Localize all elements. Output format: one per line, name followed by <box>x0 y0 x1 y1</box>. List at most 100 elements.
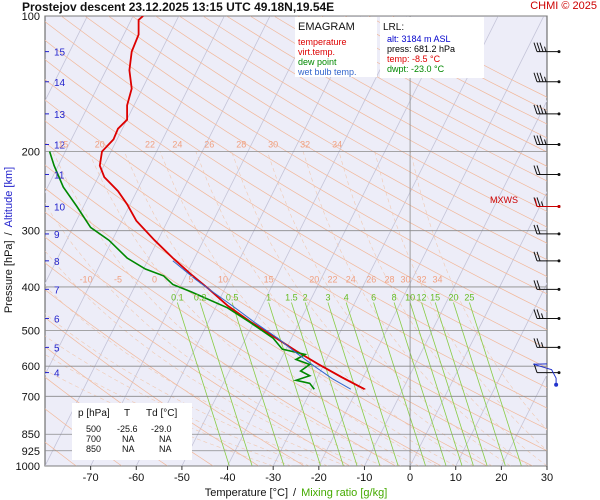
dry-adiabat-line <box>226 16 547 197</box>
dry-adiabat-line <box>60 16 547 312</box>
theta-label: -5 <box>114 274 122 284</box>
y-axis-label: Pressure [hPa]/Altitude [km] <box>3 167 15 313</box>
dry-adiabat-line <box>131 16 547 261</box>
isotherm-line <box>593 16 600 466</box>
wind-barb-dot <box>557 316 561 320</box>
theta-label: 26 <box>366 274 376 284</box>
wind-barb-flag <box>533 135 538 145</box>
mixing-ratio-line <box>393 302 447 466</box>
mixing-ratio-label: 8 <box>392 292 397 302</box>
theta-label: 32 <box>416 274 426 284</box>
moist-adiabat-line <box>410 151 547 431</box>
wind-barb-flag <box>539 135 544 145</box>
legend-heading: EMAGRAM <box>298 21 355 33</box>
dry-adiabat-line <box>45 99 547 409</box>
theta-label: 10 <box>218 274 228 284</box>
lrl-dewpoint: dwpt: -23.0 °C <box>387 64 445 74</box>
wind-barb-flag <box>536 72 541 82</box>
pressure-tick-label: 850 <box>22 429 40 441</box>
theta-label: 30 <box>401 274 411 284</box>
dry-adiabat-line <box>108 16 547 277</box>
altitude-tick-label: 13 <box>54 110 66 121</box>
wind-profile-end-dot <box>554 382 559 387</box>
theta-label: 5 <box>189 274 194 284</box>
wind-barb-flag <box>536 42 541 52</box>
theta-label: 20 <box>309 274 319 284</box>
theta-label: 15 <box>264 274 274 284</box>
table-header-td: Td [°C] <box>146 408 177 419</box>
wind-barb-flag <box>536 165 541 175</box>
theta-label: 24 <box>172 139 182 149</box>
mixing-ratio-label: 1 <box>266 292 271 302</box>
lrl-altitude: alt: 3184 m ASL <box>387 34 451 44</box>
isotherm-line <box>90 16 316 466</box>
theta-label: 34 <box>432 274 442 284</box>
x-tick-label: -20 <box>311 472 327 484</box>
x-tick-label: -70 <box>83 472 99 484</box>
table-header-t: T <box>124 408 130 419</box>
mixing-ratio-line <box>199 302 253 466</box>
wind-barb-dot <box>557 371 561 375</box>
isotherm-line <box>501 373 547 466</box>
x-tick-label: 30 <box>541 472 553 484</box>
dry-adiabat-line <box>45 79 547 388</box>
wind-barb-flag <box>533 42 538 52</box>
pressure-tick-label: 1000 <box>16 461 40 473</box>
theta-label: 26 <box>204 139 214 149</box>
wind-barb <box>533 309 561 320</box>
wind-barb-flag <box>536 104 541 115</box>
wind-barb-flag <box>533 165 538 175</box>
isotherm-line <box>227 16 453 466</box>
altitude-tick-label: 6 <box>54 314 60 325</box>
mixing-ratio-label: 20 <box>448 292 458 302</box>
wind-barb-dot <box>557 50 561 54</box>
wind-barb <box>533 165 561 176</box>
wind-profile-line <box>533 363 557 385</box>
dewpoint-line <box>48 151 315 390</box>
lrl-box: LRL: alt: 3184 m ASL press: 681.2 hPa te… <box>380 17 484 78</box>
altitude-tick-label: 14 <box>54 78 66 89</box>
wind-barb-flag <box>536 280 541 290</box>
altitude-tick-label: 4 <box>54 369 60 380</box>
x-tick-label: 20 <box>495 472 507 484</box>
x-tick-label: 0 <box>407 472 413 484</box>
dry-adiabat-line <box>45 120 547 430</box>
wind-barb <box>533 135 561 147</box>
wind-barb-flag <box>533 309 538 319</box>
x-tick-label: -50 <box>174 472 190 484</box>
altitude-tick-label: 11 <box>54 170 65 181</box>
mixing-ratio-line <box>304 302 358 466</box>
isotherm-line <box>181 16 408 466</box>
isotherm-line <box>455 282 547 466</box>
wind-barb-flag <box>544 139 547 145</box>
mixing-ratio-label: 0.5 <box>226 292 239 302</box>
mixing-ratio-line <box>291 302 344 466</box>
mixing-ratio-label: 10 <box>405 292 415 302</box>
mixing-ratio-line <box>176 302 230 466</box>
lrl-heading: LRL: <box>383 22 404 33</box>
table-cell: -29.0 <box>151 424 172 434</box>
dry-adiabat-line <box>45 21 547 331</box>
wind-barb-flag <box>544 46 547 52</box>
x-tick-label: -40 <box>220 472 236 484</box>
table-cell: NA <box>122 434 135 444</box>
mixing-ratio-label: 6 <box>371 292 376 302</box>
wind-barb <box>533 104 561 116</box>
theta-label: 22 <box>328 274 338 284</box>
chart-title: Prostejov descent 23.12.2025 13:15 UTC 4… <box>22 0 335 14</box>
mxws-dot <box>557 204 561 208</box>
legend-item-wet-bulb: wet bulb temp. <box>297 67 357 77</box>
mixing-ratio-line <box>268 302 321 466</box>
isotherm-line <box>45 16 225 376</box>
isotherm-line <box>45 16 271 466</box>
copyright-label: CHMI © 2025 <box>530 0 597 12</box>
theta-label: 34 <box>332 139 342 149</box>
isotherm-line <box>45 16 134 194</box>
wind-barb <box>533 224 561 236</box>
wind-barb-flag <box>533 224 538 235</box>
mixing-ratio-label: 15 <box>430 292 440 302</box>
table-cell: NA <box>159 434 172 444</box>
theta-label: 22 <box>145 139 155 149</box>
wind-barb-dot <box>557 259 561 263</box>
mixing-ratio-line <box>421 302 474 466</box>
